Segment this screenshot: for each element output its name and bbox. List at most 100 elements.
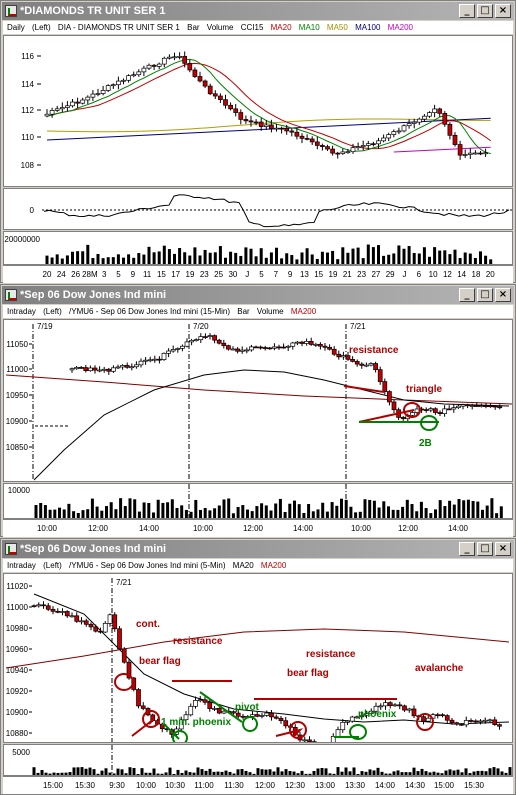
volume-bar [296,773,300,775]
dia-candle [218,95,223,100]
volume-bar [488,768,492,775]
date-tick-label: 30 [228,270,237,279]
volume-bar [388,773,392,775]
window-ym-5min: *Sep 06 Dow Jones Ind mini _ □ × Intrada… [0,538,516,795]
ym15-candle [244,349,250,352]
cci-pane[interactable]: 0 [3,188,513,230]
close-button[interactable]: × [495,288,511,302]
close-button[interactable]: × [495,542,511,556]
ym15-candle [465,404,470,407]
dia-candle [161,57,167,65]
price-pane[interactable]: 116 114 112 110 108 [3,35,513,187]
date-tick-label: 17 [171,270,180,279]
time-tick-label: 15:30 [464,781,485,790]
maximize-button[interactable]: □ [477,288,493,302]
date-tick-label: 5 [116,270,121,279]
ym15-candle [428,408,434,411]
volume-bar [302,512,306,518]
volume-bar [278,498,282,518]
close-button[interactable]: × [495,4,511,18]
dia-candle [320,145,325,147]
price-pane[interactable]: 11050 11000 10950 10900 10850 7/19 7/20 7/21 [3,319,513,482]
volume-pane[interactable]: 20000000 [3,231,513,265]
volume-bar [428,256,431,264]
volume-bar [198,255,202,264]
maximize-button[interactable]: □ [477,542,493,556]
volume-bar [269,510,273,518]
minimize-button[interactable]: _ [459,542,475,556]
maximize-button[interactable]: □ [477,4,493,18]
volume-bar [354,512,358,518]
dia-candle [447,123,453,136]
volume-pane[interactable]: 5000 [3,744,513,776]
volume-bar [45,255,49,264]
ym15-candle [170,349,176,352]
ym5-candle [330,736,336,742]
ym5-candle [98,630,103,633]
window-titlebar[interactable]: *Sep 06 Dow Jones Ind mini _ □ × [2,540,514,558]
pivot-trendline [199,691,243,723]
volume-bar [111,257,115,264]
ym5-candle [193,700,198,707]
window-titlebar[interactable]: *Sep 06 Dow Jones Ind mini _ □ × [2,286,514,304]
dia-candle [212,93,218,97]
time-tick-label: 12:30 [285,781,306,790]
volume-bar [360,771,364,775]
volume-bar [189,511,193,518]
volume-bar [88,767,92,775]
volume-bar [48,773,52,775]
chart-app-icon [5,289,17,301]
volume-bar [440,773,444,775]
price-pane[interactable]: 11020 11000 10980 10960 10940 10920 10900 10880… [3,573,513,743]
session-label: 7/19 [37,322,53,331]
dia-candle [223,99,228,106]
volume-bar [460,772,464,775]
volume-bar [86,509,90,518]
bear-flag-shape-1 [131,718,155,737]
ym5-candle [41,604,46,607]
dia-candle [299,135,305,139]
date-tick-label: 19 [186,270,195,279]
dia-candle [314,141,320,146]
price-tick-label: 10900 [6,708,29,717]
volume-bar [76,767,80,775]
time-tick-label: 13:30 [345,781,366,790]
type-label: Bar [237,307,250,316]
resistance-trendline [343,385,385,393]
volume-bar [457,498,461,518]
ym5-candle [178,719,184,730]
ym15-candle [180,345,185,349]
window-titlebar[interactable]: *DIAMONDS TR UNIT SER 1 _ □ × [2,2,514,20]
chart-header: Intraday (Left) /YMU6 - Sep 06 Dow Jones… [3,305,513,318]
dia-candle [355,146,361,149]
type-label: Bar [187,23,200,32]
dia-candle [126,75,131,81]
volume-bar [443,506,447,518]
volume-bar [224,770,228,775]
volume-bar [305,248,309,264]
dia-candle [80,99,86,104]
ym5-candle [79,620,84,623]
price-tick-label: 10850 [6,443,29,452]
dia-candle [406,123,412,127]
volume-bar [254,256,258,264]
time-tick-label: 10:30 [165,781,186,790]
minimize-button[interactable]: _ [459,288,475,302]
ym15-candle [391,401,397,411]
volume-bar [58,507,61,518]
price-tick-label: 10950 [6,391,29,400]
minimize-button[interactable]: _ [459,4,475,18]
price-tick-label: 112 [21,106,34,115]
time-axis: 15:00 15:30 9:30 10:00 10:30 11:00 11:30 12:00 1… [3,776,513,794]
ym15-candle [189,340,194,343]
ym5-candle [440,714,445,717]
volume-bar [100,510,104,518]
price-tick-label: 10920 [6,687,29,696]
volume-bar [144,772,148,775]
volume-bar [55,254,59,264]
volume-bar [405,499,409,518]
volume-bar [60,772,64,775]
volume-pane[interactable]: 10000 [3,483,513,519]
volume-bar [356,247,360,264]
volume-bar [95,506,99,518]
